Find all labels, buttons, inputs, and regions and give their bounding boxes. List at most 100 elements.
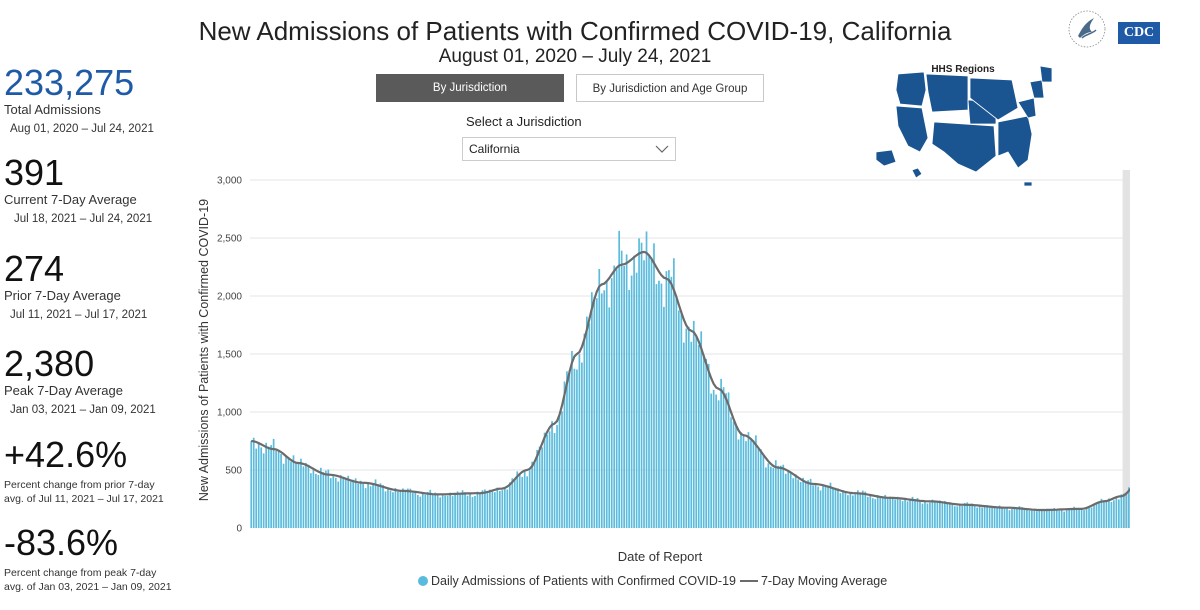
daily-admission-bar: [317, 475, 320, 528]
hhs-region-10: [895, 71, 927, 107]
daily-admission-bar: [464, 492, 466, 528]
daily-admission-bar: [459, 493, 461, 528]
daily-admission-bar: [265, 442, 268, 528]
daily-admission-bar: [1085, 508, 1088, 528]
daily-admission-bar: [896, 496, 899, 528]
daily-admission-bar: [419, 496, 422, 528]
daily-admission-bar: [394, 488, 397, 528]
daily-admission-bar: [675, 296, 678, 528]
y-tick-label: 1,000: [217, 408, 242, 419]
daily-admission-bar: [1048, 509, 1051, 528]
daily-admission-bar: [354, 478, 357, 528]
daily-admission-bar: [367, 483, 369, 528]
daily-admission-bar: [538, 446, 541, 528]
daily-admission-bar: [784, 473, 787, 528]
daily-admission-bar: [963, 502, 966, 528]
hhs-eagle-logo-icon: [1068, 10, 1106, 48]
daily-admission-bar: [1033, 509, 1036, 528]
daily-admission-bar: [409, 488, 412, 528]
daily-admission-bar: [834, 487, 837, 528]
daily-admission-bar: [476, 491, 479, 528]
daily-admission-bar: [899, 499, 901, 528]
daily-admission-bar: [1110, 502, 1113, 528]
daily-admission-bar: [344, 479, 347, 528]
daily-admission-bar: [1113, 500, 1115, 528]
daily-admission-bar: [844, 492, 847, 528]
daily-admission-bar: [804, 482, 807, 528]
y-tick-label: 0: [236, 524, 242, 535]
daily-admission-bar: [822, 484, 824, 528]
kpi-prior-label: Prior 7-Day Average: [4, 288, 121, 303]
daily-admission-bar: [772, 467, 775, 528]
daily-admission-bar: [290, 461, 292, 528]
daily-admission-bar: [881, 496, 884, 528]
y-axis-label: New Admissions of Patients with Confirme…: [197, 198, 211, 502]
daily-admission-bar: [1026, 508, 1028, 528]
daily-admission-bar: [257, 443, 260, 528]
y-tick-label: 3,000: [217, 176, 242, 187]
daily-admission-bar: [277, 451, 280, 528]
tab-by-jurisdiction-and-age-group[interactable]: By Jurisdiction and Age Group: [576, 74, 764, 102]
daily-admission-bar: [1003, 508, 1006, 528]
daily-admission-bar: [757, 448, 760, 528]
daily-admission-bar: [615, 269, 618, 528]
daily-admission-bar: [702, 355, 705, 528]
hhs-region-alaska: [875, 149, 897, 167]
jurisdiction-selected-value: California: [469, 142, 520, 156]
daily-admission-bar: [402, 488, 404, 528]
daily-admission-bar: [618, 230, 621, 528]
kpi-change-peak-line1: Percent change from peak 7-day: [4, 567, 157, 579]
daily-admission-bar: [382, 485, 384, 528]
daily-admission-bar: [789, 472, 792, 528]
daily-admission-bar: [673, 258, 675, 528]
daily-admission-bar: [864, 491, 867, 528]
daily-admission-bar: [1060, 509, 1063, 528]
daily-admission-bar: [769, 466, 772, 528]
daily-admission-bar: [645, 231, 648, 528]
chevron-down-icon: [655, 145, 669, 153]
daily-admission-bar: [705, 358, 708, 528]
daily-admission-bar: [904, 498, 906, 528]
daily-admission-bar: [536, 450, 538, 528]
x-axis-label: Date of Report: [617, 549, 703, 564]
hhs-regions-map[interactable]: HHS Regions: [872, 60, 1054, 192]
daily-admission-bar: [946, 502, 949, 528]
daily-admission-bar: [983, 506, 986, 528]
jurisdiction-select[interactable]: California: [462, 137, 676, 161]
daily-admission-bar: [988, 507, 991, 528]
kpi-current-value: 391: [4, 152, 65, 193]
daily-admission-bar: [720, 378, 722, 528]
daily-admission-bar: [272, 438, 275, 528]
daily-admission-bar: [454, 493, 456, 528]
daily-admission-bar: [553, 433, 556, 528]
daily-admission-bar: [638, 238, 640, 528]
daily-admission-bar: [1095, 503, 1098, 528]
daily-admission-bar: [774, 460, 777, 528]
daily-admission-bar: [991, 505, 993, 528]
daily-admission-bar: [799, 481, 802, 528]
daily-admission-bar: [387, 488, 389, 528]
daily-admission-bar: [958, 504, 961, 528]
daily-admission-bar: [436, 494, 439, 528]
daily-admission-bar: [421, 492, 424, 528]
daily-admission-bar: [866, 496, 869, 528]
page-title: New Admissions of Patients with Confirme…: [198, 16, 952, 46]
tab-by-jurisdiction[interactable]: By Jurisdiction: [376, 74, 564, 102]
daily-admission-bar: [1068, 508, 1070, 528]
daily-admission-bar: [302, 466, 305, 528]
daily-admission-bar: [722, 387, 725, 528]
daily-admission-bar: [628, 290, 630, 528]
daily-admission-bar: [1035, 511, 1038, 528]
daily-admission-bar: [740, 432, 742, 528]
daily-admission-bar: [794, 474, 797, 528]
daily-admission-bar: [891, 496, 894, 528]
daily-admission-bar: [1108, 498, 1110, 528]
kpi-change-peak-line2: avg. of Jan 03, 2021 – Jan 09, 2021: [4, 581, 172, 593]
daily-admission-bar: [399, 491, 402, 528]
daily-admission-bar: [499, 491, 501, 528]
daily-admission-bar: [710, 393, 713, 528]
daily-admission-bar: [267, 446, 270, 528]
daily-admission-bar: [787, 470, 790, 528]
daily-admission-bar: [981, 507, 983, 528]
daily-admission-bar: [285, 456, 287, 528]
